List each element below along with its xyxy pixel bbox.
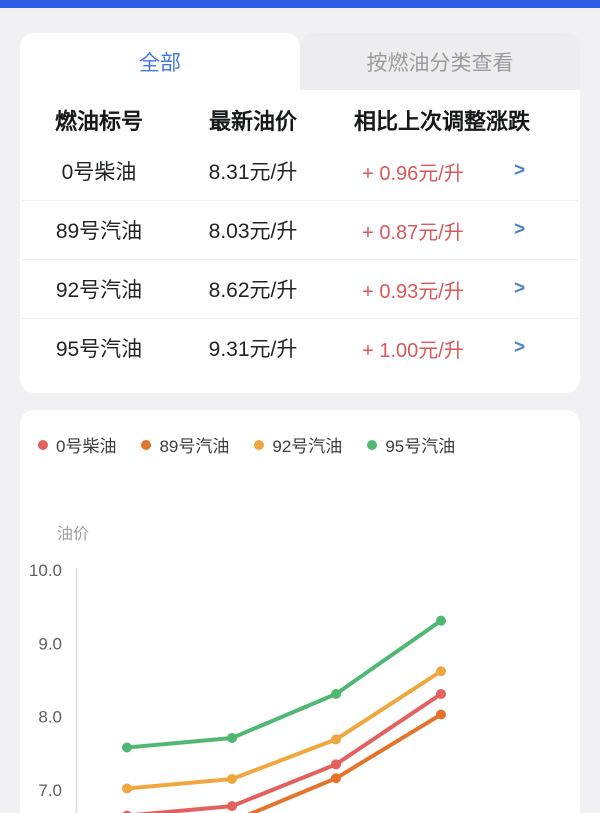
price-change: + 1.00元/升: [362, 339, 464, 362]
chevron-right-icon[interactable]: >: [514, 278, 526, 299]
table-row[interactable]: 0号柴油 8.31元/升 + 0.96元/升 >: [20, 142, 580, 200]
price-table: 燃油标号 最新油价 相比上次调整涨跌 0号柴油 8.31元/升 + 0.96元/…: [20, 90, 580, 393]
fuel-grade: 89号汽油: [55, 220, 143, 243]
fuel-price: 8.62元/升: [208, 279, 298, 302]
legend-label: 0号柴油: [56, 437, 117, 456]
fuel-price: 8.31元/升: [208, 161, 298, 184]
legend-item: 95号汽油: [367, 432, 455, 457]
fuel-grade: 0号柴油: [61, 161, 137, 184]
table-row[interactable]: 92号汽油 8.62元/升 + 0.93元/升 >: [20, 260, 580, 318]
fuel-grade: 95号汽油: [55, 338, 143, 361]
chevron-right-icon[interactable]: >: [514, 337, 526, 358]
column-header-change: 相比上次调整涨跌: [353, 109, 530, 134]
svg-text:9.0: 9.0: [38, 634, 62, 653]
column-header-price: 最新油价: [208, 109, 297, 134]
row-divider: [22, 200, 578, 201]
tab-all[interactable]: 全部: [20, 33, 300, 90]
price-change: + 0.96元/升: [362, 162, 464, 185]
fuel-price: 8.03元/升: [208, 220, 298, 243]
legend-item: 92号汽油: [254, 432, 342, 457]
table-header-row: 燃油标号 最新油价 相比上次调整涨跌: [20, 98, 580, 142]
svg-text:10.0: 10.0: [29, 561, 62, 580]
legend-label: 95号汽油: [385, 437, 456, 456]
table-row[interactable]: 95号汽油 9.31元/升 + 1.00元/升 >: [20, 319, 580, 377]
legend-label: 89号汽油: [159, 437, 230, 456]
chevron-right-icon[interactable]: >: [514, 160, 526, 181]
row-divider: [22, 318, 578, 319]
price-change: + 0.87元/升: [362, 221, 464, 244]
table-row[interactable]: 89号汽油 8.03元/升 + 0.87元/升 >: [20, 201, 580, 259]
legend-label: 92号汽油: [272, 437, 343, 456]
chart-legend: 0号柴油 89号汽油 92号汽油 95号汽油: [20, 410, 580, 457]
y-axis-label: 油价: [57, 526, 90, 543]
legend-item: 0号柴油: [38, 432, 116, 457]
tab-by-fuel-category[interactable]: 按燃油分类查看: [300, 33, 580, 90]
svg-text:7.0: 7.0: [38, 781, 62, 800]
fuel-price: 9.31元/升: [208, 338, 298, 361]
legend-dot-icon: [367, 439, 378, 450]
legend-dot-icon: [38, 439, 48, 450]
line-chart-canvas: 10.0 9.0 8.0 7.0: [29, 561, 446, 813]
column-header-grade: 燃油标号: [54, 109, 143, 134]
fuel-grade: 92号汽油: [55, 279, 143, 302]
row-divider: [22, 259, 578, 260]
chevron-right-icon[interactable]: >: [514, 219, 526, 240]
legend-dot-icon: [254, 439, 265, 450]
top-accent-bar: [0, 0, 600, 8]
legend-dot-icon: [141, 439, 152, 450]
legend-item: 89号汽油: [141, 432, 229, 457]
price-change: + 0.93元/升: [362, 280, 464, 303]
svg-text:8.0: 8.0: [38, 708, 62, 727]
price-trend-chart-card: 0号柴油 89号汽油 92号汽油 95号汽油 油价 10.0 9.0 8.0 7.0: [20, 410, 580, 813]
tab-bar: 全部 按燃油分类查看: [20, 33, 580, 90]
